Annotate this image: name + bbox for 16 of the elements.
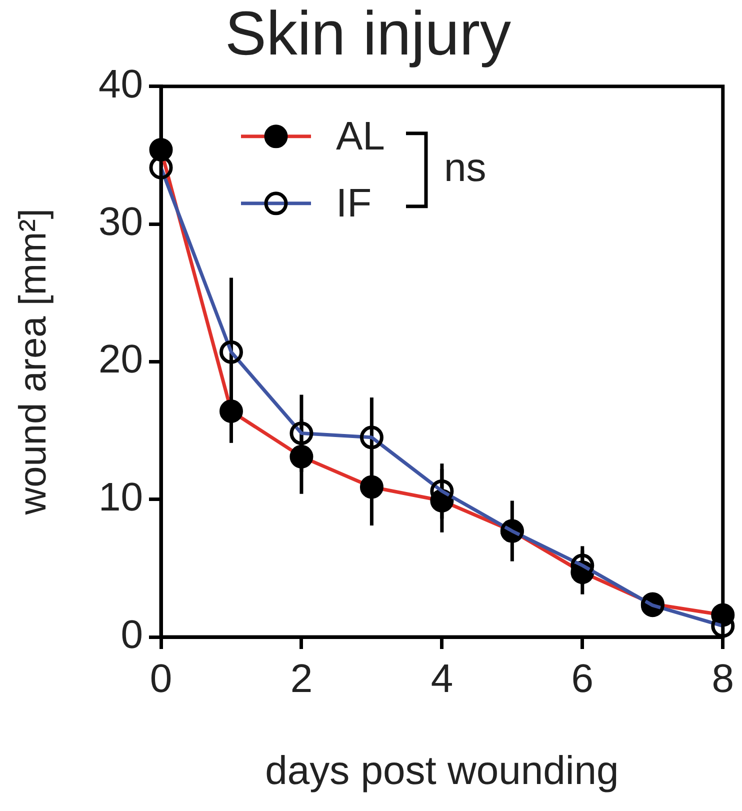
y-axis-title: wound area [mm²] <box>12 208 54 516</box>
y-tick-label: 20 <box>98 338 143 382</box>
y-tick-label: 40 <box>98 62 143 106</box>
chart-title: Skin injury <box>225 0 511 68</box>
legend-label: AL <box>336 114 385 158</box>
x-tick-label: 4 <box>430 657 454 702</box>
x-axis-title: days post wounding <box>265 749 619 794</box>
y-tick-label: 30 <box>98 200 143 244</box>
y-tick-label: 10 <box>98 475 143 520</box>
legend-label: IF <box>336 181 372 226</box>
x-tick-label: 2 <box>290 657 313 702</box>
x-tick-label: 8 <box>712 657 734 702</box>
x-tick-label: 6 <box>571 657 594 702</box>
annotation: ns <box>444 146 486 190</box>
y-tick-label: 0 <box>120 613 143 658</box>
x-tick-label: 0 <box>150 657 172 702</box>
